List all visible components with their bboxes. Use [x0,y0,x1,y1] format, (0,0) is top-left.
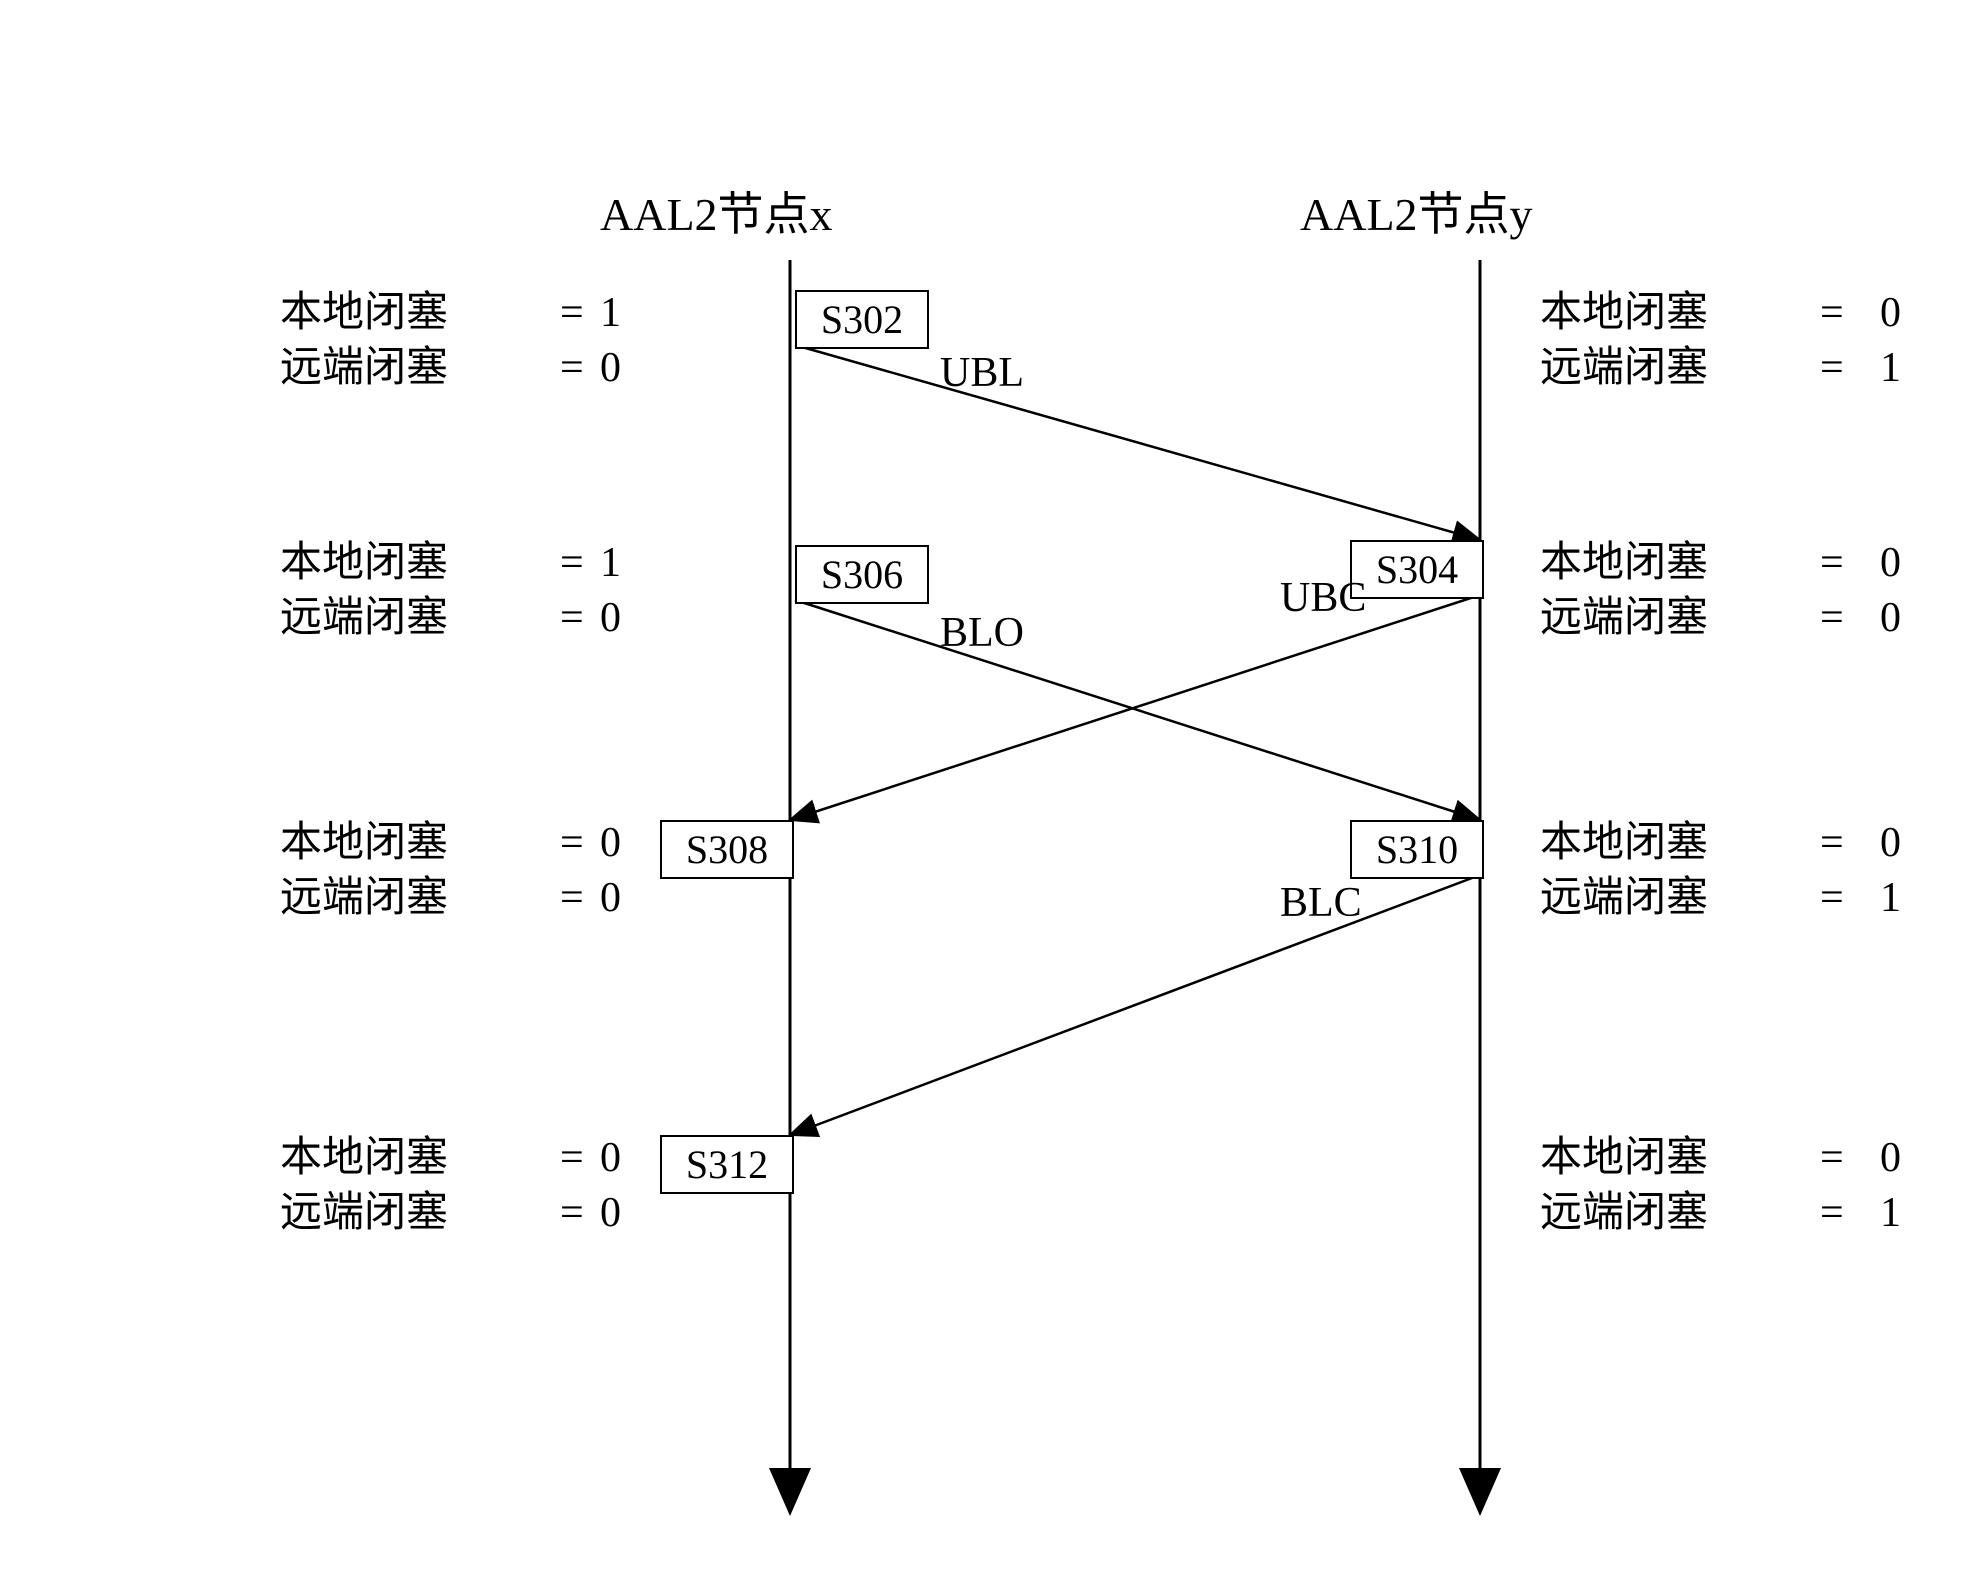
state-x-row3-remote-eq: = [560,1190,584,1236]
msg-arrow-UBL [795,345,1480,540]
state-x-row3-local-value: 0 [600,1135,621,1181]
state-y-row0-remote-eq: = [1820,345,1844,391]
step-S312: S312 [660,1135,794,1194]
state-y-row3-remote-eq: = [1820,1190,1844,1236]
state-y-row1-local-eq: = [1820,540,1844,586]
step-S306: S306 [795,545,929,604]
step-S310: S310 [1350,820,1484,879]
state-y-row1-remote-value: 0 [1880,595,1901,641]
state-y-row2-remote-eq: = [1820,875,1844,921]
state-y-row0-local-eq: = [1820,290,1844,336]
state-x-row3-remote-value: 0 [600,1190,621,1236]
state-x-row2-remote-eq: = [560,875,584,921]
state-x-row1-remote-value: 0 [600,595,621,641]
state-x-row0-local-value: 1 [600,290,621,336]
state-x-row2-local-label: 本地闭塞 [280,820,448,866]
state-x-row1-remote-eq: = [560,595,584,641]
state-y-row2-local-label: 本地闭塞 [1540,820,1708,866]
state-y-row0-remote-value: 1 [1880,345,1901,391]
state-x-row0-remote-label: 远端闭塞 [280,345,448,391]
state-x-row3-remote-label: 远端闭塞 [280,1190,448,1236]
state-y-row3-remote-value: 1 [1880,1190,1901,1236]
state-y-row3-local-value: 0 [1880,1135,1901,1181]
state-x-row1-local-label: 本地闭塞 [280,540,448,586]
state-y-row1-local-value: 0 [1880,540,1901,586]
state-x-row1-remote-label: 远端闭塞 [280,595,448,641]
state-x-row2-local-eq: = [560,820,584,866]
state-x-row1-local-value: 1 [600,540,621,586]
msg-arrow-BLC [790,875,1480,1135]
msg-label-UBL: UBL [940,350,1024,396]
state-y-row3-local-label: 本地闭塞 [1540,1135,1708,1181]
state-x-row3-local-eq: = [560,1135,584,1181]
state-y-row2-remote-label: 远端闭塞 [1540,875,1708,921]
state-y-row2-remote-value: 1 [1880,875,1901,921]
state-y-row1-local-label: 本地闭塞 [1540,540,1708,586]
state-y-row2-local-value: 0 [1880,820,1901,866]
step-S302: S302 [795,290,929,349]
step-S304: S304 [1350,540,1484,599]
state-y-row3-local-eq: = [1820,1135,1844,1181]
state-x-row3-local-label: 本地闭塞 [280,1135,448,1181]
state-y-row0-local-label: 本地闭塞 [1540,290,1708,336]
diagram-canvas: AAL2节点x AAL2节点y S302S304S306S308S310S312… [0,0,1968,1593]
msg-label-BLO: BLO [940,610,1024,656]
state-x-row2-remote-label: 远端闭塞 [280,875,448,921]
state-x-row2-local-value: 0 [600,820,621,866]
state-x-row2-remote-value: 0 [600,875,621,921]
state-y-row1-remote-label: 远端闭塞 [1540,595,1708,641]
diagram-svg [0,0,1968,1593]
state-y-row0-remote-label: 远端闭塞 [1540,345,1708,391]
step-S308: S308 [660,820,794,879]
state-y-row3-remote-label: 远端闭塞 [1540,1190,1708,1236]
msg-arrow-BLO [795,600,1480,820]
state-y-row0-local-value: 0 [1880,290,1901,336]
state-x-row1-local-eq: = [560,540,584,586]
state-x-row0-remote-value: 0 [600,345,621,391]
state-y-row1-remote-eq: = [1820,595,1844,641]
state-y-row2-local-eq: = [1820,820,1844,866]
state-x-row0-local-label: 本地闭塞 [280,290,448,336]
state-x-row0-local-eq: = [560,290,584,336]
msg-label-UBC: UBC [1280,575,1366,621]
state-x-row0-remote-eq: = [560,345,584,391]
msg-label-BLC: BLC [1280,880,1362,926]
